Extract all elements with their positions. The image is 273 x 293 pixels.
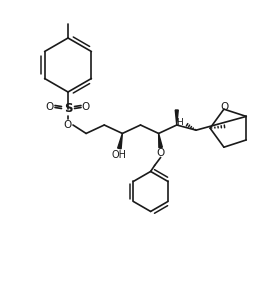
Polygon shape [118,133,122,149]
Text: S: S [64,103,72,115]
Text: O: O [46,102,54,112]
Text: O: O [82,102,90,112]
Text: OH: OH [112,150,127,161]
Text: H: H [176,118,182,127]
Text: O: O [64,120,72,130]
Text: O: O [221,102,229,112]
Text: O: O [156,149,165,159]
Polygon shape [175,110,178,125]
Polygon shape [159,133,162,148]
